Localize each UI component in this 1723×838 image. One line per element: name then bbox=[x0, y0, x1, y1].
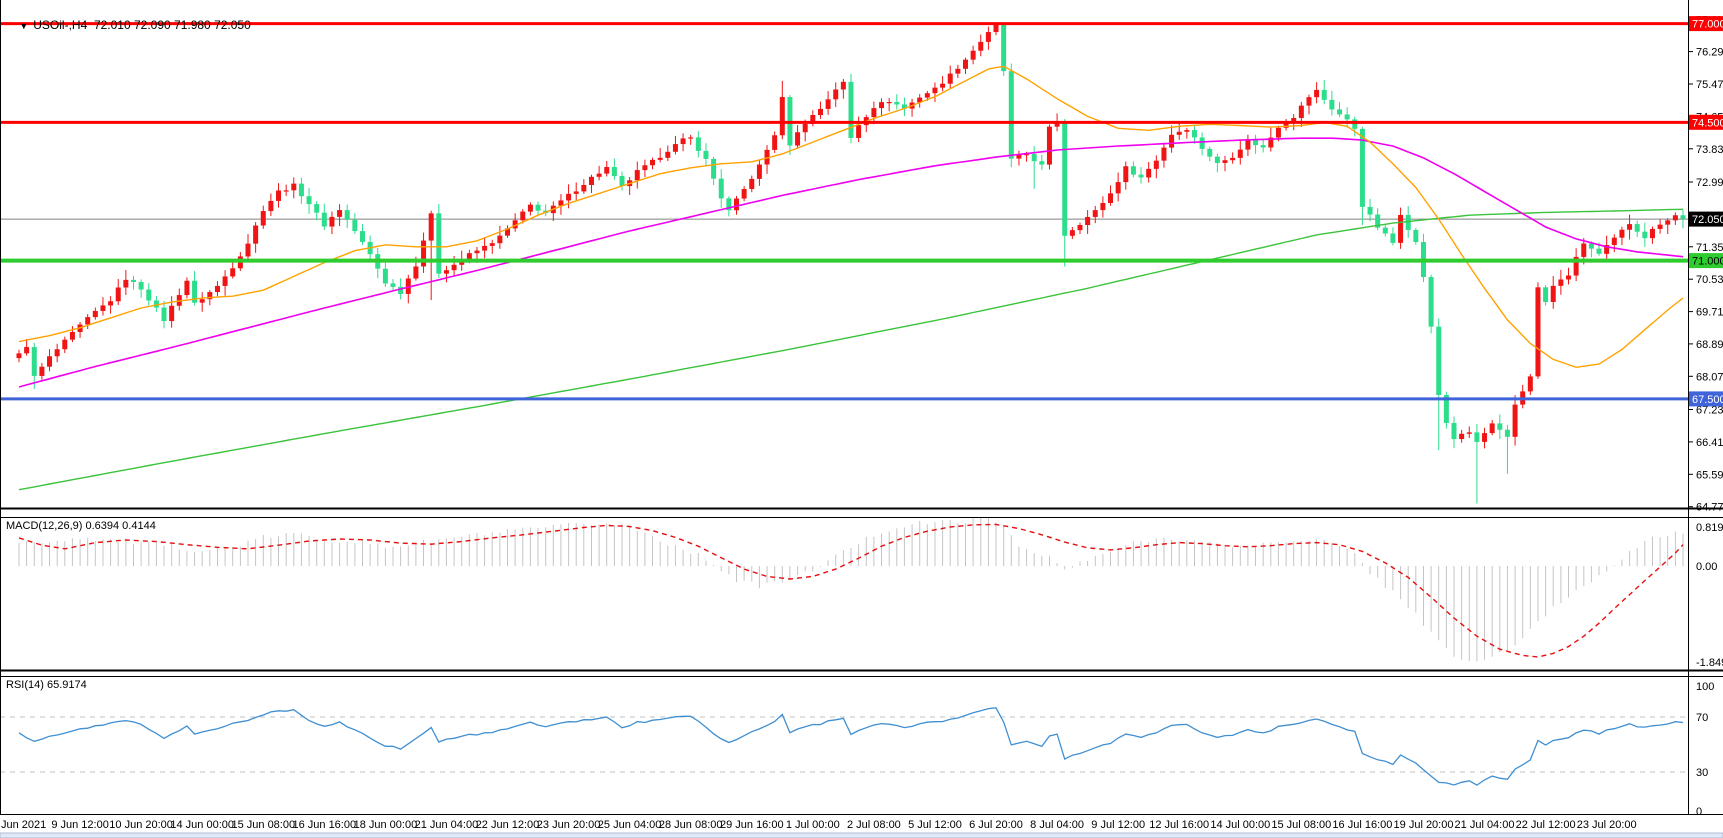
svg-text:30: 30 bbox=[1696, 767, 1708, 779]
svg-text:0.8198: 0.8198 bbox=[1696, 522, 1723, 534]
svg-text:69.710: 69.710 bbox=[1696, 307, 1723, 319]
ma-fast-orange-line bbox=[18, 65, 1684, 369]
svg-text:77.000: 77.000 bbox=[1692, 19, 1723, 31]
symbol-title: USOil-,H4 bbox=[33, 18, 88, 32]
svg-text:14 Jun 00:00: 14 Jun 00:00 bbox=[170, 819, 234, 831]
symbol-dropdown-caret-icon[interactable]: ▼ bbox=[19, 21, 29, 31]
svg-text:18 Jun 00:00: 18 Jun 00:00 bbox=[354, 819, 418, 831]
svg-text:23 Jul 20:00: 23 Jul 20:00 bbox=[1577, 819, 1637, 831]
svg-text:28 Jun 08:00: 28 Jun 08:00 bbox=[659, 819, 723, 831]
svg-text:16 Jun 16:00: 16 Jun 16:00 bbox=[292, 819, 356, 831]
panel-separators bbox=[0, 507, 1723, 815]
svg-text:22 Jun 12:00: 22 Jun 12:00 bbox=[476, 819, 540, 831]
svg-text:71.350: 71.350 bbox=[1696, 242, 1723, 254]
svg-text:0: 0 bbox=[1696, 806, 1702, 818]
svg-text:66.410: 66.410 bbox=[1696, 437, 1723, 449]
svg-text:21 Jul 04:00: 21 Jul 04:00 bbox=[1455, 819, 1515, 831]
svg-text:6 Jul 20:00: 6 Jul 20:00 bbox=[969, 819, 1023, 831]
svg-text:9 Jul 12:00: 9 Jul 12:00 bbox=[1091, 819, 1145, 831]
svg-text:8 Jun 2021: 8 Jun 2021 bbox=[0, 819, 46, 831]
price-axis-badges: 77.000 74.500 71.000 67.500 72.050 bbox=[1689, 16, 1723, 407]
svg-text:8 Jul 04:00: 8 Jul 04:00 bbox=[1030, 819, 1084, 831]
ma-slow-green-line bbox=[18, 208, 1684, 491]
svg-text:68.070: 68.070 bbox=[1696, 371, 1723, 383]
svg-text:14 Jul 00:00: 14 Jul 00:00 bbox=[1210, 819, 1270, 831]
svg-text:73.830: 73.830 bbox=[1696, 144, 1723, 156]
svg-text:64.770: 64.770 bbox=[1696, 502, 1723, 514]
svg-text:21 Jun 04:00: 21 Jun 04:00 bbox=[415, 819, 479, 831]
svg-text:71.000: 71.000 bbox=[1692, 256, 1723, 268]
candles-layer bbox=[16, 22, 1686, 504]
indicator-axis-labels: 0.8198 0.00 -1.8495 100 70 30 0 bbox=[1696, 522, 1723, 818]
svg-text:15 Jun 08:00: 15 Jun 08:00 bbox=[231, 819, 295, 831]
svg-text:12 Jul 16:00: 12 Jul 16:00 bbox=[1149, 819, 1209, 831]
svg-text:2 Jul 08:00: 2 Jul 08:00 bbox=[847, 819, 901, 831]
svg-text:67.500: 67.500 bbox=[1692, 394, 1723, 406]
svg-text:65.590: 65.590 bbox=[1696, 469, 1723, 481]
svg-text:70: 70 bbox=[1696, 712, 1708, 724]
svg-text:5 Jul 12:00: 5 Jul 12:00 bbox=[908, 819, 962, 831]
macd-histogram bbox=[18, 517, 1684, 662]
macd-indicator-label: MACD(12,26,9) 0.6394 0.4144 bbox=[6, 520, 156, 532]
macd-panel-area[interactable] bbox=[0, 517, 1688, 670]
svg-text:9 Jun 12:00: 9 Jun 12:00 bbox=[51, 819, 109, 831]
svg-text:75.470: 75.470 bbox=[1696, 79, 1723, 91]
rsi-indicator-label: RSI(14) 65.9174 bbox=[6, 679, 87, 691]
svg-text:25 Jun 04:00: 25 Jun 04:00 bbox=[598, 819, 662, 831]
svg-text:0.00: 0.00 bbox=[1696, 561, 1717, 573]
macd-signal-line bbox=[18, 523, 1684, 658]
rsi-panel-area[interactable] bbox=[0, 676, 1688, 813]
svg-text:29 Jun 16:00: 29 Jun 16:00 bbox=[720, 819, 784, 831]
svg-text:72.990: 72.990 bbox=[1696, 177, 1723, 189]
ma-mid-magenta-line bbox=[18, 137, 1684, 388]
main-chart-area[interactable] bbox=[0, 0, 1688, 508]
svg-text:67.230: 67.230 bbox=[1696, 405, 1723, 417]
svg-text:15 Jul 08:00: 15 Jul 08:00 bbox=[1271, 819, 1331, 831]
symbol-header: ▼ USOil-,H4 72.010 72.090 71.980 72.050 bbox=[6, 4, 251, 46]
svg-text:22 Jul 12:00: 22 Jul 12:00 bbox=[1516, 819, 1576, 831]
svg-text:-1.8495: -1.8495 bbox=[1696, 657, 1723, 669]
svg-text:74.500: 74.500 bbox=[1692, 117, 1723, 129]
svg-text:68.890: 68.890 bbox=[1696, 339, 1723, 351]
status-strip bbox=[0, 832, 1723, 838]
svg-text:16 Jul 16:00: 16 Jul 16:00 bbox=[1332, 819, 1392, 831]
svg-text:10 Jun 20:00: 10 Jun 20:00 bbox=[109, 819, 173, 831]
svg-text:1 Jul 00:00: 1 Jul 00:00 bbox=[786, 819, 840, 831]
svg-text:72.050: 72.050 bbox=[1692, 214, 1723, 226]
header-ohlc-values: 72.010 72.090 71.980 72.050 bbox=[93, 18, 251, 32]
svg-text:70.530: 70.530 bbox=[1696, 274, 1723, 286]
rsi-line bbox=[18, 707, 1684, 786]
svg-text:76.290: 76.290 bbox=[1696, 47, 1723, 59]
svg-text:23 Jun 20:00: 23 Jun 20:00 bbox=[537, 819, 601, 831]
svg-text:100: 100 bbox=[1696, 681, 1714, 693]
svg-text:19 Jul 20:00: 19 Jul 20:00 bbox=[1394, 819, 1454, 831]
